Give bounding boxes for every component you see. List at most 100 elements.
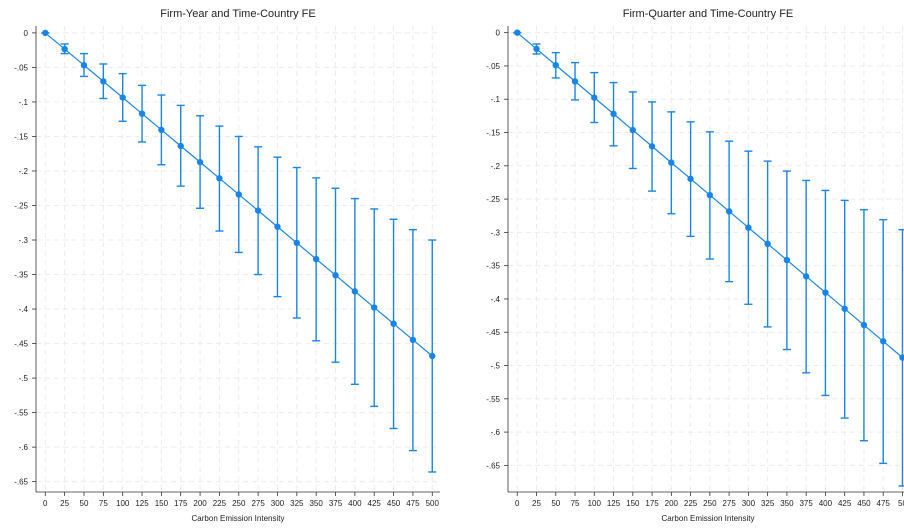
left-y-tick-label: -.5 — [19, 374, 29, 383]
right-x-tick-label: 100 — [588, 499, 602, 508]
right-y-tick-label: -.3 — [491, 228, 501, 237]
right-x-tick-label: 425 — [838, 499, 852, 508]
right-data-point — [841, 305, 848, 312]
left-data-point — [409, 336, 417, 344]
left-data-point — [274, 223, 281, 230]
left-x-tick-label: 375 — [329, 499, 343, 508]
right-x-tick-label: 325 — [761, 499, 775, 508]
right-data-point — [860, 321, 868, 329]
left-y-tick-label: -.6 — [19, 443, 29, 452]
left-y-tick-label: -.65 — [14, 478, 28, 487]
right-x-tick-label: 175 — [645, 499, 659, 508]
right-y-tick-label: 0 — [496, 29, 501, 38]
right-y-tick-label: -.45 — [486, 328, 500, 337]
left-data-point — [235, 191, 242, 198]
left-data-point — [254, 207, 262, 214]
left-x-tick-label: 175 — [174, 499, 188, 508]
right-x-tick-label: 0 — [515, 499, 520, 508]
right-x-tick-label: 300 — [742, 499, 756, 508]
left-data-point — [177, 142, 184, 150]
right-data-point — [571, 78, 579, 85]
right-data-point — [802, 273, 810, 280]
left-x-tick-label: 100 — [116, 499, 130, 508]
right-x-tick-label: 375 — [799, 499, 813, 508]
right-data-point — [533, 45, 540, 53]
left-data-point — [61, 45, 68, 53]
left-data-point — [119, 94, 126, 101]
right-x-tick-label: 450 — [857, 499, 871, 508]
right-data-point — [899, 354, 904, 361]
left-chart-panel: Firm-Year and Time-Country FE Carbon Emi… — [14, 8, 440, 523]
right-data-point — [822, 289, 829, 296]
right-chart-title: Firm-Quarter and Time-Country FE — [623, 8, 794, 20]
left-y-tick-label: 0 — [24, 29, 29, 38]
left-y-tick-label: -.1 — [19, 98, 29, 107]
right-y-tick-label: -.55 — [486, 395, 500, 404]
left-y-tick-label: -.35 — [14, 271, 28, 280]
right-data-point — [552, 61, 559, 69]
left-x-tick-label: 25 — [60, 499, 69, 508]
right-data-point — [725, 208, 733, 215]
right-data-point — [668, 159, 675, 166]
left-data-point — [312, 255, 320, 263]
left-x-tick-label: 325 — [290, 499, 304, 508]
left-x-tick-label: 475 — [406, 499, 420, 508]
right-data-point — [514, 29, 521, 36]
left-data-point — [351, 288, 359, 295]
right-data-point — [764, 240, 771, 248]
left-x-tick-label: 275 — [251, 499, 265, 508]
right-y-tick-label: -.15 — [486, 129, 500, 138]
right-y-tick-label: -.05 — [486, 62, 500, 71]
left-y-tick-label: -.05 — [14, 63, 28, 72]
right-data-point — [629, 126, 637, 134]
right-data-point — [687, 175, 694, 183]
left-y-tick-label: -.2 — [19, 167, 29, 176]
right-y-tick-label: -.35 — [486, 262, 500, 271]
left-x-tick-label: 50 — [80, 499, 89, 508]
right-x-tick-label: 50 — [898, 499, 904, 508]
right-x-tick-label: 400 — [819, 499, 833, 508]
left-y-tick-label: -.3 — [19, 236, 29, 245]
left-y-tick-label: -.55 — [14, 409, 28, 418]
left-chart-x-axis-label: Carbon Emission Intensity — [192, 514, 285, 523]
left-data-point — [390, 320, 397, 327]
right-data-point — [783, 256, 791, 264]
right-x-tick-label: 125 — [607, 499, 621, 508]
left-x-tick-label: 0 — [43, 499, 48, 508]
left-x-tick-label: 75 — [99, 499, 108, 508]
right-data-point — [591, 94, 598, 101]
left-x-tick-label: 150 — [155, 499, 169, 508]
left-x-tick-label: 250 — [232, 499, 246, 508]
left-x-tick-label: 300 — [271, 499, 285, 508]
right-x-tick-label: 275 — [722, 499, 736, 508]
right-y-tick-label: -.2 — [491, 162, 501, 171]
right-x-tick-label: 25 — [532, 499, 541, 508]
left-data-point — [371, 304, 378, 311]
left-y-tick-label: -.4 — [19, 305, 29, 314]
left-data-point — [216, 175, 223, 182]
left-y-tick-label: -.45 — [14, 340, 28, 349]
right-y-tick-label: -.4 — [491, 295, 501, 304]
left-y-tick-label: -.25 — [14, 201, 28, 210]
left-data-point — [196, 158, 204, 166]
left-x-tick-label: 450 — [387, 499, 401, 508]
left-x-tick-label: 225 — [213, 499, 227, 508]
left-x-tick-label: 125 — [135, 499, 149, 508]
left-x-tick-label: 500 — [426, 499, 440, 508]
left-data-point — [332, 272, 339, 279]
left-y-tick-label: -.15 — [14, 132, 28, 141]
right-x-tick-label: 350 — [780, 499, 794, 508]
right-data-point — [648, 143, 656, 150]
left-x-tick-label: 400 — [348, 499, 362, 508]
left-data-point — [293, 239, 301, 247]
left-x-tick-label: 200 — [193, 499, 207, 508]
right-y-tick-label: -.6 — [491, 428, 501, 437]
left-x-tick-label: 425 — [368, 499, 382, 508]
right-x-tick-label: 50 — [551, 499, 560, 508]
left-data-point — [138, 110, 146, 117]
left-data-point — [158, 126, 165, 134]
right-x-tick-label: 200 — [665, 499, 679, 508]
right-x-tick-label: 250 — [703, 499, 717, 508]
